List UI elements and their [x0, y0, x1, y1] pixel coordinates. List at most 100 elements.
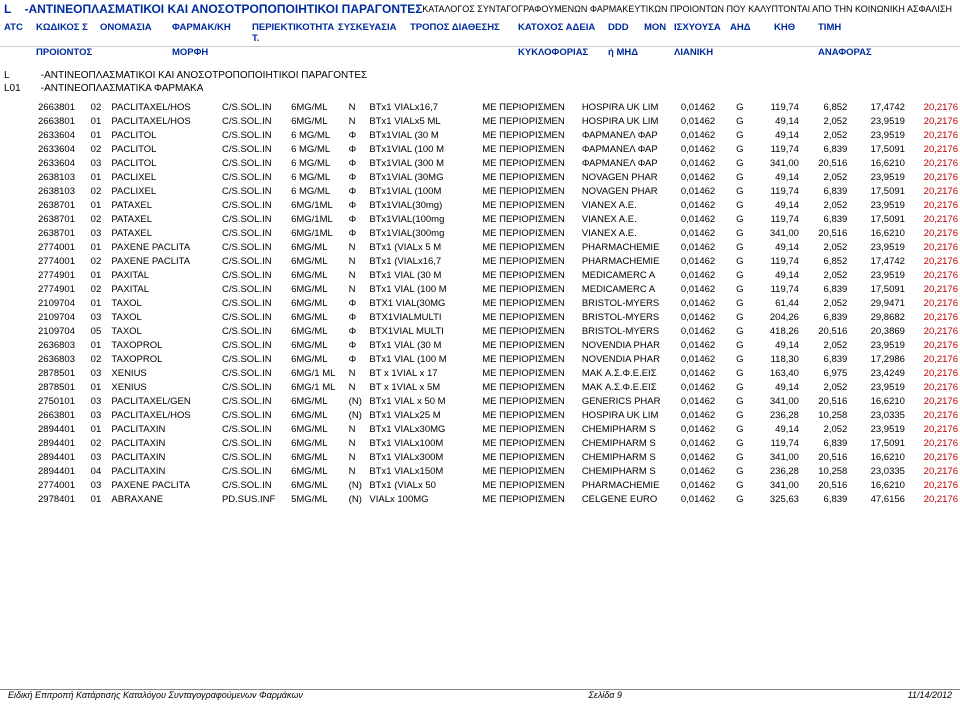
cell-name: PATAXEL: [109, 198, 220, 212]
cell-form: C/S.SOL.IN: [220, 310, 289, 324]
cell-p3: 17,5091: [849, 184, 907, 198]
cell-p2: 6,839: [801, 352, 849, 366]
cell-p4: 20,2176: [907, 156, 960, 170]
cell-form: C/S.SOL.IN: [220, 464, 289, 478]
table-row: 289440104PACLITAXINC/S.SOL.IN6MG/MLNBTx1…: [0, 464, 960, 478]
page-footer: Ειδική Επιτροπή Κατάρτισης Καταλόγου Συν…: [0, 689, 960, 700]
cell-p2: 2,052: [801, 380, 849, 394]
cell-seq: 03: [89, 394, 110, 408]
cell-ddd: 0,01462: [679, 254, 734, 268]
cell-holder: MEDICAMERC A: [580, 282, 679, 296]
h-conc: ΠΕΡΙΕΚΤΙΚΟΤΗΤΑ Τ.: [252, 22, 338, 44]
cell-name: PACLITAXIN: [109, 436, 220, 450]
cell-ddd: 0,01462: [679, 100, 734, 114]
cell-p1: 118,30: [753, 352, 801, 366]
cell-restr: ΜΕ ΠΕΡΙΟΡΙΣΜΕΝ: [480, 100, 580, 114]
cell-pack: BT x 1VIAL x 5M: [367, 380, 480, 394]
cell-p2: 20,516: [801, 394, 849, 408]
cell-unit: G: [734, 156, 752, 170]
h2-ddd: ή ΜΗΔ: [608, 47, 644, 58]
table-row: 263870101PATAXELC/S.SOL.IN6MG/1MLΦBTx1VI…: [0, 198, 960, 212]
cell-seq: 01: [89, 128, 110, 142]
h-p4: ΤΙΜΗ: [818, 22, 862, 44]
cell-p1: 341,00: [753, 394, 801, 408]
cell-letter: Φ: [347, 226, 368, 240]
cell-seq: 03: [89, 366, 110, 380]
cell-unit: G: [734, 492, 752, 506]
cell-p3: 23,0335: [849, 464, 907, 478]
cell-seq: 02: [89, 254, 110, 268]
cell-unit: G: [734, 310, 752, 324]
cell-restr: ΜΕ ΠΕΡΙΟΡΙΣΜΕΝ: [480, 240, 580, 254]
cell-pack: BTx1VIAL(100mg: [367, 212, 480, 226]
cell-holder: NOVENDIA PHAR: [580, 352, 679, 366]
cell-name: ABRAXANE: [109, 492, 220, 506]
cell-p4: 20,2176: [907, 198, 960, 212]
cell-holder: CHEMIPHARM S: [580, 422, 679, 436]
cell-seq: 01: [89, 114, 110, 128]
cell-pack: BTx1VIAL(300mg: [367, 226, 480, 240]
cell-ddd: 0,01462: [679, 128, 734, 142]
cell-name: PACLITOL: [109, 142, 220, 156]
cell-conc: 5MG/ML: [289, 492, 347, 506]
cell-unit: G: [734, 226, 752, 240]
cell-holder: ΦΑΡΜΑΝΕΛ ΦΑΡ: [580, 142, 679, 156]
cell-form: C/S.SOL.IN: [220, 436, 289, 450]
cell-name: TAXOL: [109, 310, 220, 324]
cell-ddd: 0,01462: [679, 478, 734, 492]
cell-p4: 20,2176: [907, 184, 960, 198]
cell-seq: 02: [89, 282, 110, 296]
cell-pack: BTx1 VIALx300M: [367, 450, 480, 464]
cell-p1: 49,14: [753, 338, 801, 352]
cell-conc: 6 MG/ML: [289, 184, 347, 198]
sub-code: L: [4, 70, 38, 81]
cell-p2: 20,516: [801, 156, 849, 170]
cell-name: TAXOPROL: [109, 338, 220, 352]
cell-seq: 01: [89, 240, 110, 254]
cell-pack: BTX1VIALMULTI: [367, 310, 480, 324]
cell-p3: 23,9519: [849, 114, 907, 128]
cell-conc: 6MG/ML: [289, 310, 347, 324]
cell-restr: ΜΕ ΠΕΡΙΟΡΙΣΜΕΝ: [480, 170, 580, 184]
table-row: 263360403PACLITOLC/S.SOL.IN6 MG/MLΦBTx1V…: [0, 156, 960, 170]
h2-holder: ΚΥΚΛΟΦΟΡΙΑΣ: [518, 47, 608, 58]
cell-code: 2978401: [0, 492, 89, 506]
cell-code: 2638701: [0, 212, 89, 226]
cell-name: PACLITAXIN: [109, 464, 220, 478]
cell-p1: 236,28: [753, 464, 801, 478]
cell-holder: GENERICS PHAR: [580, 394, 679, 408]
cell-ddd: 0,01462: [679, 198, 734, 212]
cell-p1: 119,74: [753, 254, 801, 268]
cell-p2: 6,839: [801, 142, 849, 156]
cell-code: 2774901: [0, 268, 89, 282]
cell-holder: PHARMACHEMIE: [580, 254, 679, 268]
cell-restr: ΜΕ ΠΕΡΙΟΡΙΣΜΕΝ: [480, 492, 580, 506]
cell-p1: 163,40: [753, 366, 801, 380]
cell-p4: 20,2176: [907, 310, 960, 324]
h-holder: ΚΑΤΟΧΟΣ ΑΔΕΙΑ: [518, 22, 608, 44]
cell-p4: 20,2176: [907, 254, 960, 268]
cell-p3: 17,5091: [849, 142, 907, 156]
cell-code: 2774001: [0, 254, 89, 268]
cell-form: C/S.SOL.IN: [220, 254, 289, 268]
cell-p2: 6,975: [801, 366, 849, 380]
cell-letter: Φ: [347, 142, 368, 156]
cell-conc: 6MG/ML: [289, 114, 347, 128]
cell-unit: G: [734, 366, 752, 380]
cell-unit: G: [734, 212, 752, 226]
cell-seq: 02: [89, 212, 110, 226]
cell-seq: 01: [89, 338, 110, 352]
cell-seq: 01: [89, 268, 110, 282]
cell-restr: ΜΕ ΠΕΡΙΟΡΙΣΜΕΝ: [480, 114, 580, 128]
cell-restr: ΜΕ ΠΕΡΙΟΡΙΣΜΕΝ: [480, 394, 580, 408]
cell-ddd: 0,01462: [679, 380, 734, 394]
cell-code: 2109704: [0, 296, 89, 310]
cell-code: 2638701: [0, 226, 89, 240]
cell-p3: 29,8682: [849, 310, 907, 324]
cell-letter: N: [347, 422, 368, 436]
cell-conc: 6MG/ML: [289, 352, 347, 366]
cell-name: PATAXEL: [109, 226, 220, 240]
cell-ddd: 0,01462: [679, 436, 734, 450]
cell-form: C/S.SOL.IN: [220, 198, 289, 212]
cell-name: PAXENE PACLITA: [109, 240, 220, 254]
